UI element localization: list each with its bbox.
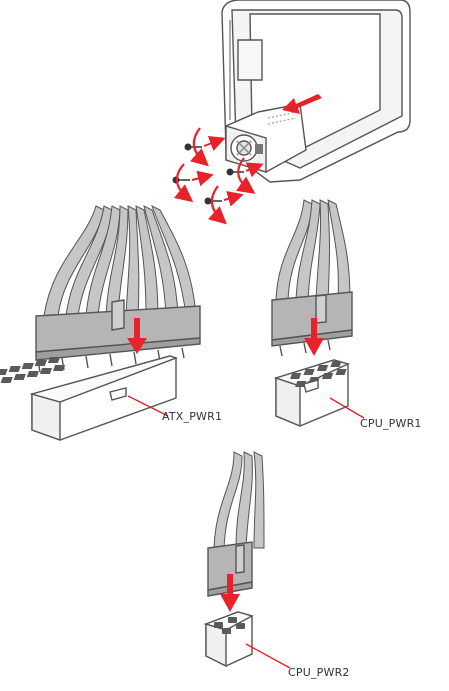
atx-cable-bundle xyxy=(43,204,197,317)
screw-icon xyxy=(204,197,222,205)
cpu2-insert-arrow xyxy=(220,574,240,612)
atx-leader-line xyxy=(127,395,169,417)
cpu2-cable-bundle xyxy=(213,451,265,549)
cpu1-header xyxy=(273,359,351,428)
psu-insert-arrow xyxy=(282,94,322,114)
screw-icon xyxy=(226,168,244,176)
cpu1-leader-line xyxy=(329,397,365,419)
screw-icon xyxy=(184,143,202,151)
screw-direction-arrows xyxy=(191,136,264,207)
screw-group xyxy=(172,127,264,225)
cpu2-header xyxy=(203,611,254,668)
cpu1-insert-arrow xyxy=(304,318,324,356)
cpu-pwr1-label: CPU_PWR1 xyxy=(360,417,422,430)
cpu-pwr2-label: CPU_PWR2 xyxy=(288,666,350,679)
cpu2-plug xyxy=(207,541,253,597)
atx-pwr1-label: ATX_PWR1 xyxy=(162,410,223,423)
rotate-arrow-icon xyxy=(173,127,256,225)
screw-icon xyxy=(172,176,190,184)
cpu2-leader-line xyxy=(245,643,291,669)
atx-insert-arrow xyxy=(127,318,147,354)
atx-pin-grid xyxy=(0,357,66,383)
cpu2-pin-grid xyxy=(214,617,245,634)
cpu1-cable-bundle xyxy=(275,199,351,301)
atx-header xyxy=(0,355,179,441)
